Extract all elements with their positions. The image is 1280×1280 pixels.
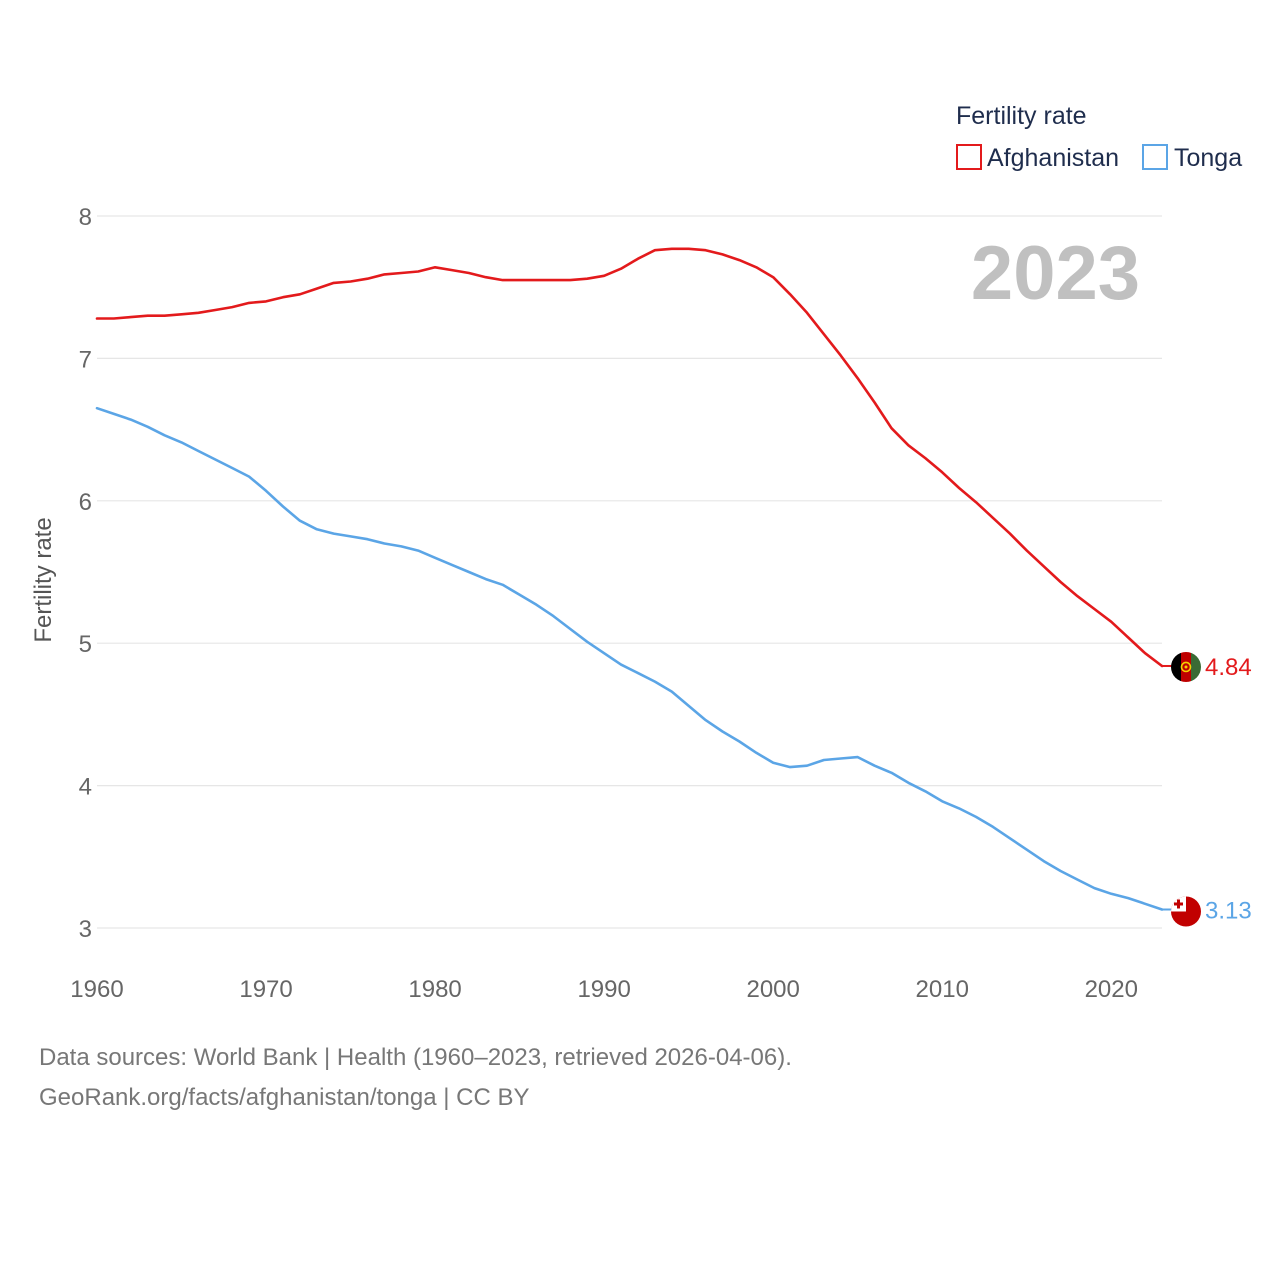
y-tick-label: 5 xyxy=(79,631,92,658)
x-tick-label: 1960 xyxy=(70,976,123,1003)
series-end-markers: 4.84 3.13 xyxy=(1162,651,1252,927)
legend[interactable]: Fertility rate Afghanistan Tonga xyxy=(956,102,1242,172)
series-line-tonga xyxy=(95,406,1164,911)
y-axis-ticks: 3 4 5 6 7 8 xyxy=(79,204,92,943)
x-tick-label: 2000 xyxy=(746,976,799,1003)
y-tick-label: 3 xyxy=(79,916,92,943)
x-tick-label: 1970 xyxy=(239,976,292,1003)
legend-label-afghanistan: Afghanistan xyxy=(987,144,1119,172)
y-tick-label: 7 xyxy=(79,346,92,373)
x-tick-label: 2010 xyxy=(916,976,969,1003)
legend-swatch-afghanistan xyxy=(956,144,982,170)
y-tick-label: 8 xyxy=(79,204,92,231)
legend-item-afghanistan[interactable]: Afghanistan xyxy=(956,144,1119,172)
gridlines xyxy=(97,215,1162,929)
series-lines xyxy=(95,247,1164,911)
series-line-afghanistan xyxy=(95,247,1164,668)
end-value-afghanistan: 4.84 xyxy=(1205,654,1252,681)
y-tick-label: 4 xyxy=(79,774,92,801)
legend-item-tonga[interactable]: Tonga xyxy=(1142,144,1242,172)
y-tick-label: 6 xyxy=(79,489,92,516)
x-tick-label: 1990 xyxy=(577,976,630,1003)
year-label: 2023 xyxy=(971,231,1140,316)
legend-title: Fertility rate xyxy=(956,102,1087,130)
afghanistan-flag-icon xyxy=(1171,651,1201,682)
x-tick-label: 2020 xyxy=(1085,976,1138,1003)
credit-link[interactable]: GeoRank.org/facts/afghanistan/tonga | CC… xyxy=(39,1084,530,1111)
legend-swatch-tonga xyxy=(1142,144,1168,170)
tonga-flag-icon xyxy=(1171,896,1201,927)
fertility-chart: 3 4 5 6 7 8 1960 1970 1980 1990 2000 2010 2020 Fert… xyxy=(30,102,1252,1003)
y-axis-label: Fertility rate xyxy=(30,517,57,642)
legend-label-tonga: Tonga xyxy=(1174,144,1242,172)
data-sources-note: Data sources: World Bank | Health (1960–… xyxy=(39,1044,792,1071)
x-tick-label: 1980 xyxy=(408,976,461,1003)
end-value-tonga: 3.13 xyxy=(1205,897,1252,924)
x-axis-ticks: 1960 1970 1980 1990 2000 2010 2020 xyxy=(70,976,1138,1003)
